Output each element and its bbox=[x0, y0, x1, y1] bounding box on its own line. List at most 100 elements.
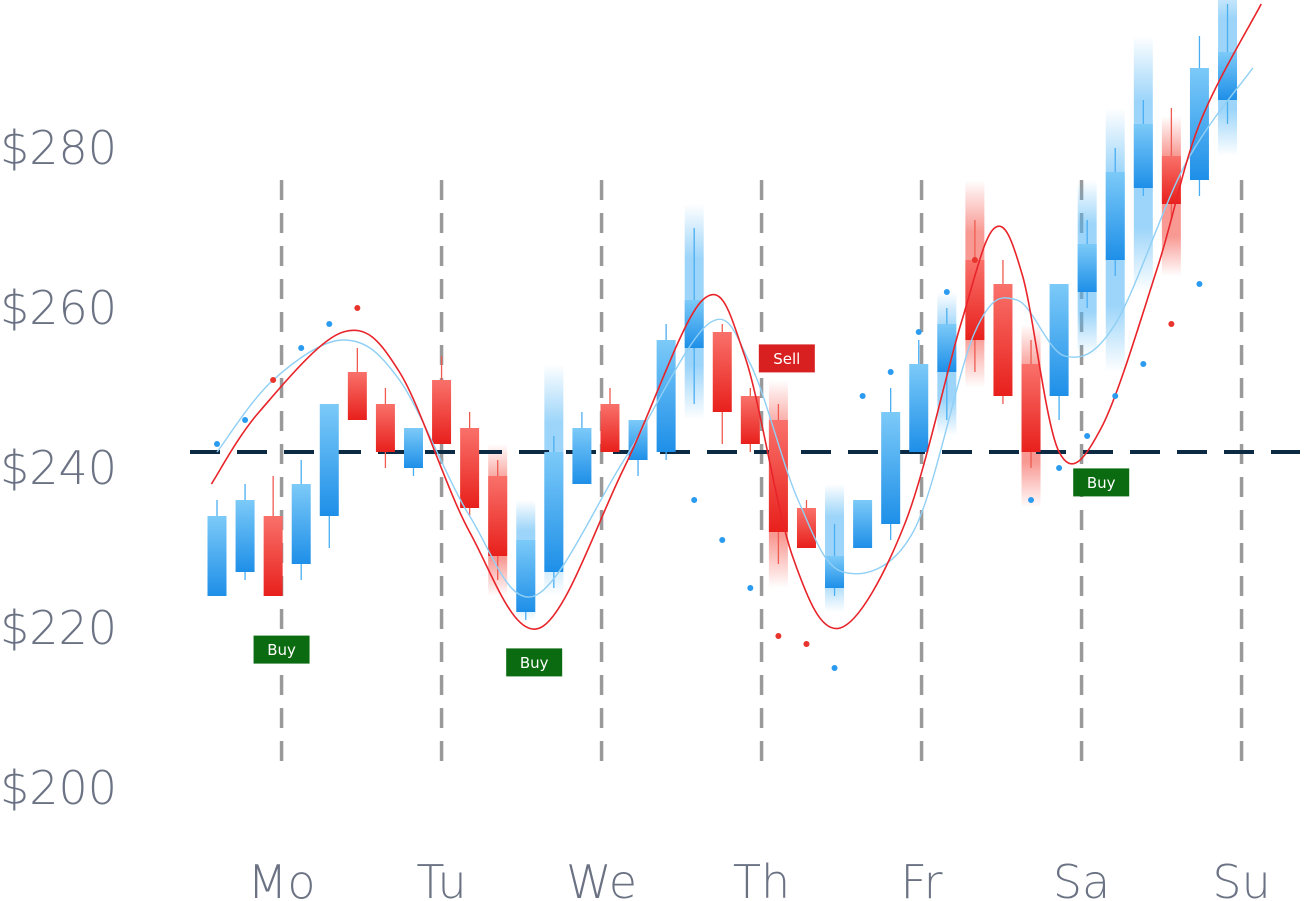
candle bbox=[572, 412, 592, 484]
candle-body bbox=[207, 516, 227, 596]
y-tick-label: $280 bbox=[0, 121, 117, 175]
candle-body bbox=[347, 372, 367, 420]
candle bbox=[544, 436, 564, 588]
buy-signal: Buy bbox=[1073, 468, 1130, 497]
candle-body bbox=[235, 500, 255, 572]
candle-body bbox=[572, 428, 592, 484]
signal-dot bbox=[691, 497, 698, 503]
buy-signal-box bbox=[1073, 468, 1130, 497]
x-axis: Mo Tu We Th Fr Sa Su bbox=[248, 855, 1271, 901]
candle-body bbox=[1105, 172, 1125, 260]
candle bbox=[207, 500, 227, 596]
candle bbox=[347, 348, 367, 420]
signal-dot bbox=[214, 441, 220, 447]
candle bbox=[263, 476, 283, 596]
buy-signal-label: Buy bbox=[520, 654, 549, 672]
candle-body bbox=[965, 260, 985, 340]
candle-body bbox=[544, 452, 564, 572]
candle bbox=[1133, 100, 1153, 196]
candle-body bbox=[1133, 124, 1153, 188]
candle bbox=[740, 388, 760, 452]
candle bbox=[965, 220, 985, 372]
candle-body bbox=[488, 476, 508, 556]
candle bbox=[1105, 148, 1125, 276]
dot-layer bbox=[214, 257, 1203, 671]
signal-dot bbox=[859, 393, 866, 399]
signal-dot bbox=[775, 633, 782, 639]
candle-body bbox=[740, 396, 760, 444]
candle-body bbox=[1218, 52, 1238, 100]
candle bbox=[656, 324, 676, 460]
signal-dot bbox=[1196, 281, 1203, 287]
signal-dot bbox=[1084, 433, 1091, 439]
buy-signal: Buy bbox=[506, 648, 563, 677]
buy-signal-box bbox=[253, 635, 310, 664]
signal-dot bbox=[831, 665, 838, 671]
candle-body bbox=[656, 340, 676, 452]
sell-signal: Sell bbox=[758, 344, 815, 373]
buy-signal-label: Buy bbox=[267, 641, 296, 659]
candle bbox=[1021, 340, 1041, 468]
signal-dot bbox=[1056, 465, 1063, 471]
candle bbox=[684, 228, 704, 404]
candle bbox=[909, 340, 929, 452]
candle-body bbox=[1021, 364, 1041, 452]
y-tick-label: $200 bbox=[0, 761, 117, 815]
signal-dot bbox=[803, 641, 810, 647]
signal-dot bbox=[242, 417, 249, 423]
candle bbox=[460, 412, 480, 516]
candle bbox=[628, 420, 648, 476]
candle-body bbox=[291, 484, 311, 564]
signal-dot bbox=[971, 257, 978, 263]
signal-dot bbox=[719, 537, 726, 543]
signal-dot bbox=[354, 305, 361, 311]
smooth-line bbox=[216, 67, 1254, 598]
y-tick-label: $220 bbox=[0, 601, 117, 655]
y-tick-label: $260 bbox=[0, 281, 117, 335]
sell-signal-box bbox=[758, 344, 815, 373]
candle bbox=[600, 388, 620, 452]
candle-body bbox=[796, 508, 816, 548]
signal-dot bbox=[326, 321, 333, 327]
candle-body bbox=[403, 428, 423, 468]
signal-dot bbox=[298, 345, 305, 351]
candle bbox=[319, 404, 339, 548]
x-tick-label: Tu bbox=[416, 855, 466, 901]
candle bbox=[403, 428, 423, 476]
signal-dot bbox=[1168, 321, 1175, 327]
candle-body bbox=[375, 404, 395, 452]
sell-signal-label: Sell bbox=[773, 350, 800, 368]
x-tick-label: Fr bbox=[901, 855, 943, 901]
candle-body bbox=[881, 412, 901, 524]
line-layer bbox=[210, 3, 1262, 630]
trend-line bbox=[210, 3, 1262, 630]
candle-body bbox=[600, 404, 620, 452]
candle bbox=[291, 460, 311, 580]
signal-dot bbox=[1112, 393, 1119, 399]
candle bbox=[375, 388, 395, 468]
y-tick-label: $240 bbox=[0, 441, 117, 495]
candle-body bbox=[993, 284, 1013, 396]
buy-signal: Buy bbox=[253, 635, 310, 664]
candle-body bbox=[712, 332, 732, 412]
y-axis: $200 $220 $240 $260 $280 bbox=[0, 121, 117, 815]
candle-body bbox=[768, 420, 788, 532]
x-tick-label: Su bbox=[1212, 855, 1270, 901]
candle-body bbox=[853, 500, 873, 548]
candle-body bbox=[684, 300, 704, 348]
candle-body bbox=[460, 428, 480, 508]
candle bbox=[1161, 108, 1181, 220]
candle bbox=[853, 500, 873, 548]
signal-dot bbox=[1028, 497, 1035, 503]
x-tick-label: Sa bbox=[1053, 855, 1110, 901]
candle-body bbox=[628, 420, 648, 460]
candle bbox=[1189, 36, 1209, 196]
candle bbox=[488, 460, 508, 580]
x-tick-label: We bbox=[566, 855, 637, 901]
signal-layer: Buy Buy Sell Buy bbox=[253, 344, 1130, 677]
candle-body bbox=[909, 364, 929, 452]
signal-dot bbox=[270, 377, 277, 383]
signal-dot bbox=[1140, 361, 1147, 367]
candle-body bbox=[1049, 284, 1069, 396]
